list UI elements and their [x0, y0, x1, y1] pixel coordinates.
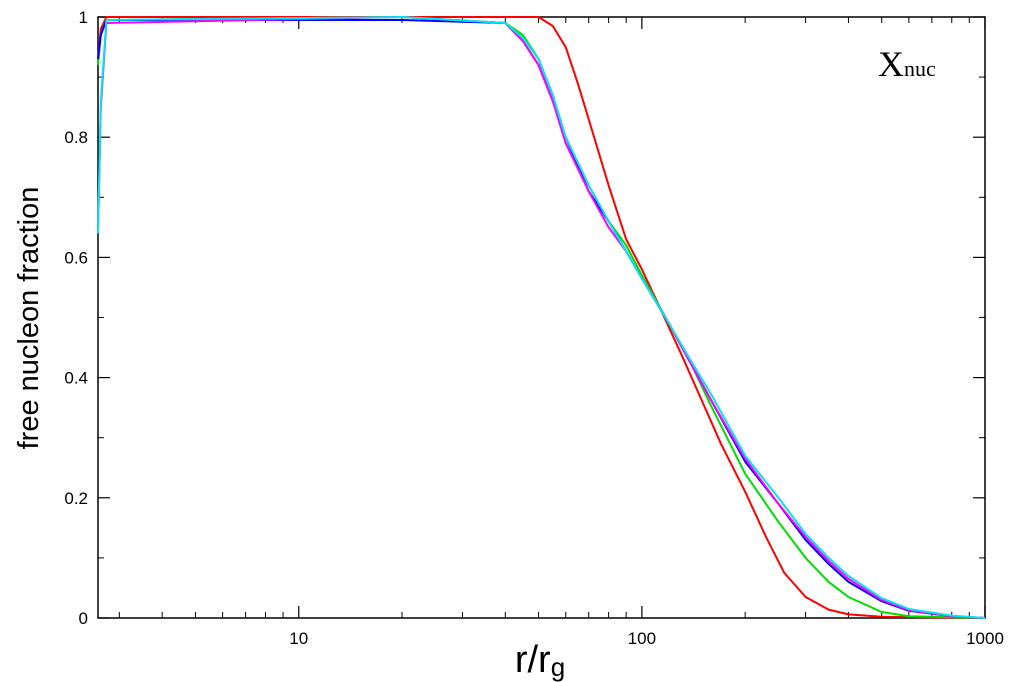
x-tick-label: 1000 — [966, 629, 1004, 648]
y-tick-label: 0.8 — [64, 128, 88, 147]
x-tick-label: 100 — [628, 629, 656, 648]
series-line-1 — [97, 16, 986, 619]
series-layer — [97, 16, 986, 619]
plot-frame — [97, 16, 986, 619]
x-tick-label: 10 — [289, 629, 308, 648]
y-tick-label: 0.6 — [64, 248, 88, 267]
tick-labels: 10 100 1000 0 0.2 0.4 0.6 0.8 1 — [64, 8, 1004, 648]
x-axis-label-subscript: g — [551, 652, 565, 682]
x-axis-label: r/rg — [515, 639, 565, 682]
y-tick-label: 0 — [79, 609, 88, 628]
series-line-4 — [97, 16, 986, 619]
axis-ticks — [98, 16, 986, 619]
series-line-3 — [97, 19, 986, 619]
series-line-2 — [97, 16, 986, 619]
series-line-5 — [97, 16, 986, 619]
x-axis-label-main: r/r — [515, 639, 551, 681]
y-axis-label: free nucleon fraction — [13, 187, 45, 450]
y-tick-label: 0.2 — [64, 489, 88, 508]
y-tick-label: 0.4 — [64, 369, 88, 388]
series-annotation: Xnuc — [878, 44, 936, 84]
annotation-main: X — [878, 44, 904, 84]
y-tick-label: 1 — [79, 8, 88, 27]
annotation-subscript: nuc — [904, 56, 936, 81]
